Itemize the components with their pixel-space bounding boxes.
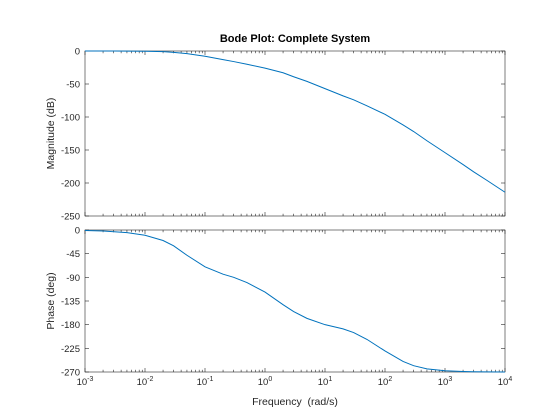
phase-y-axis-title: Phase (deg)	[45, 272, 57, 329]
x-tick-label: 100	[258, 376, 273, 388]
x-tick-label: 103	[438, 376, 453, 388]
magnitude-y-axis-title: Magnitude (dB)	[45, 98, 57, 170]
magnitude-y-tick-label: 0	[75, 47, 80, 58]
x-tick-label: 104	[498, 376, 513, 388]
magnitude-series-line	[85, 50, 506, 193]
x-tick-label: 102	[378, 376, 393, 388]
chart-title: Bode Plot: Complete System	[220, 33, 371, 45]
magnitude-y-tick-label: -250	[61, 212, 80, 223]
x-tick-label: 10-3	[77, 376, 94, 388]
phase-y-tick-label: -225	[61, 344, 80, 355]
phase-axes: 0 -45 -90 -135 -180 -225 -270 Phase (deg) 10-3 10…	[45, 226, 512, 389]
phase-plot-frame	[84, 229, 506, 373]
phase-series-line	[84, 230, 506, 373]
magnitude-y-tick-label: -200	[61, 179, 80, 190]
phase-y-tick-label: -270	[61, 368, 80, 379]
x-tick-label: 101	[318, 376, 333, 388]
phase-y-tick-label: -45	[66, 249, 80, 260]
phase-y-tick-label: 0	[75, 226, 80, 237]
phase-y-tick-label: -90	[66, 273, 80, 284]
phase-y-tick-label: -135	[61, 297, 80, 308]
magnitude-plot-frame	[84, 50, 506, 217]
magnitude-axes: 0 -50 -100 -150 -200 -250 Magnitude (dB)	[45, 47, 506, 223]
x-tick-label: 10-2	[137, 376, 154, 388]
x-axis-title: Frequency (rad/s)	[252, 396, 338, 408]
magnitude-y-tick-label: -150	[61, 146, 80, 157]
x-tick-label: 10-1	[197, 376, 214, 388]
phase-y-tick-label: -180	[61, 320, 80, 331]
magnitude-y-tick-label: -50	[66, 80, 80, 91]
magnitude-y-tick-label: -100	[61, 113, 80, 124]
